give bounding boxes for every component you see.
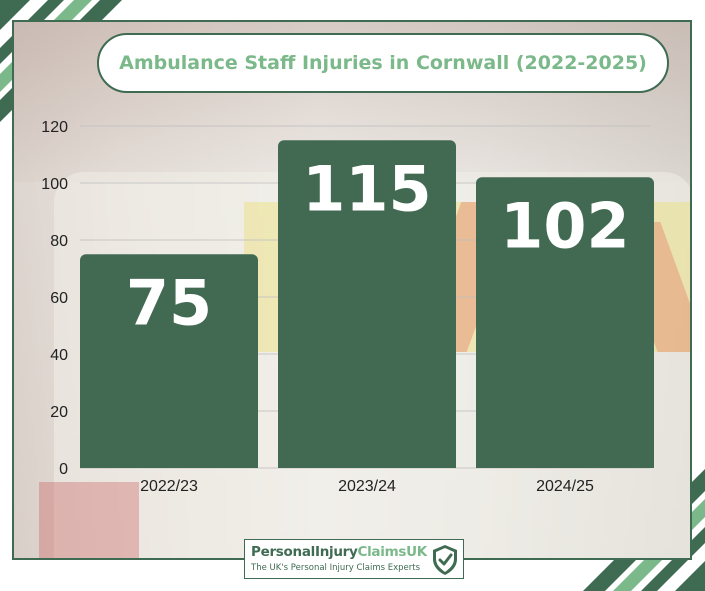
- chart-title-box: Ambulance Staff Injuries in Cornwall (20…: [97, 33, 669, 93]
- data-label: 115: [302, 152, 431, 225]
- bar: [476, 177, 654, 469]
- logo-name: PersonalInjuryClaimsUK: [251, 544, 427, 560]
- logo-tagline: The UK's Personal Injury Claims Experts: [251, 563, 421, 573]
- bar: [278, 140, 456, 468]
- bar-base: [476, 460, 654, 468]
- company-logo: PersonalInjuryClaimsUK The UK's Personal…: [244, 539, 464, 579]
- y-tick-label: 0: [59, 461, 68, 478]
- y-tick-label: 80: [50, 233, 68, 250]
- y-tick-label: 20: [50, 404, 68, 421]
- data-label: 75: [126, 266, 212, 339]
- chart-title: Ambulance Staff Injuries in Cornwall (20…: [119, 52, 647, 74]
- bar-base: [80, 460, 258, 468]
- background-tail-light: [39, 482, 139, 558]
- y-tick-label: 60: [50, 290, 68, 307]
- x-tick-label: 2024/25: [536, 478, 594, 495]
- x-tick-label: 2023/24: [338, 478, 396, 495]
- shield-check-icon: [433, 545, 457, 575]
- logo-name-part1: PersonalInjury: [251, 544, 358, 560]
- x-tick-label: 2022/23: [140, 478, 198, 495]
- logo-name-part2: ClaimsUK: [357, 544, 428, 560]
- data-label: 102: [500, 189, 629, 262]
- bar-base: [278, 460, 456, 468]
- bar: [80, 254, 258, 468]
- y-tick-label: 120: [41, 119, 68, 136]
- y-tick-label: 40: [50, 347, 68, 364]
- y-tick-label: 100: [41, 176, 68, 193]
